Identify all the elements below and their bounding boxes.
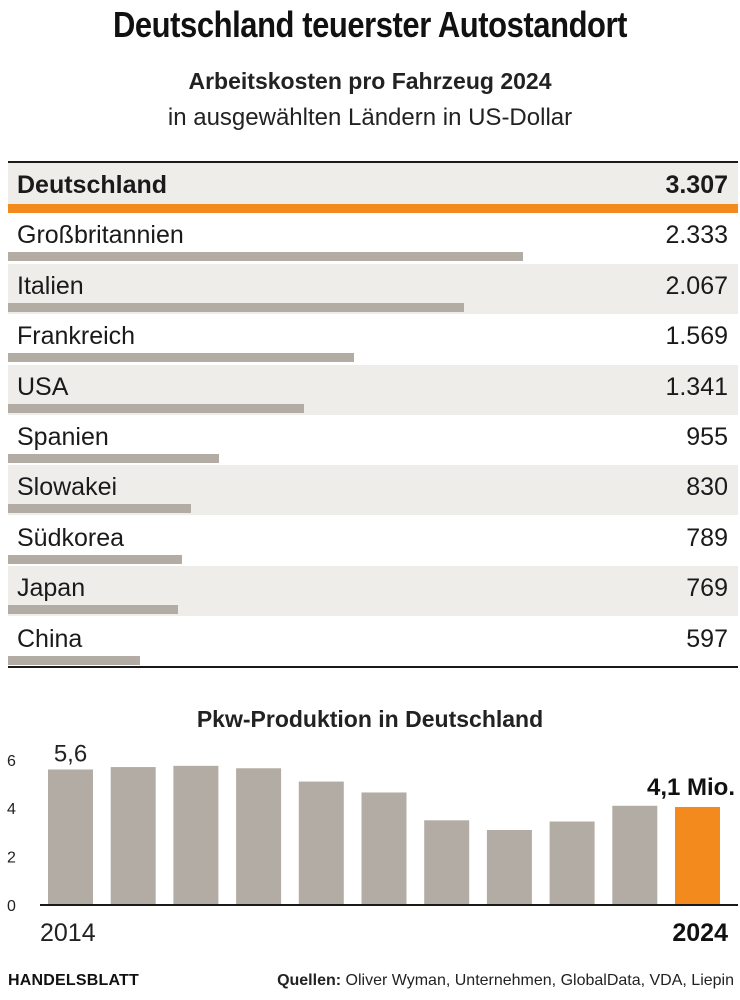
category-label: Spanien (17, 423, 109, 451)
bar (486, 829, 532, 905)
bar-row: Deutschland 3.307 (8, 163, 738, 213)
production-chart-title: Pkw-Produktion in Deutschland (196, 706, 544, 732)
bar (298, 781, 344, 905)
bar (48, 769, 93, 905)
bar (8, 454, 219, 463)
y-tick-label: 2 (7, 850, 16, 867)
category-label: Deutschland (17, 171, 168, 199)
category-label: Italien (17, 271, 84, 300)
category-label: USA (17, 372, 69, 401)
publisher-logo-text: HANDELSBLATT (8, 972, 139, 989)
bar (675, 806, 720, 905)
category-label: Großbritannien (17, 221, 184, 250)
bar-row: Japan 769 (8, 566, 738, 617)
first-value-label: 5,6 (54, 740, 87, 767)
bar-row: Spanien 955 (8, 415, 738, 465)
bar (8, 554, 182, 564)
x-tick-label-first: 2014 (40, 919, 96, 947)
bar (236, 768, 282, 905)
bar (8, 204, 738, 213)
table-bottom-rule (8, 666, 738, 668)
y-tick-label: 0 (7, 898, 16, 915)
source-label: Quellen: (277, 972, 342, 989)
value-label: 1.341 (665, 372, 728, 401)
source-text: Oliver Wyman, Unternehmen, GlobalData, V… (345, 972, 734, 989)
bar (549, 821, 595, 905)
y-tick-label: 4 (7, 801, 16, 818)
value-label: 2.067 (665, 271, 728, 300)
value-label: 597 (686, 624, 728, 653)
category-label: Slowakei (17, 473, 118, 502)
x-tick-label-last: 2024 (672, 919, 728, 947)
last-value-label: 4,1 Mio. (647, 774, 735, 801)
bar-row: USA 1.341 (8, 364, 738, 415)
bar (8, 403, 304, 413)
bar (110, 767, 156, 905)
category-label: China (17, 624, 83, 653)
category-label: Südkorea (17, 523, 125, 552)
value-label: 3.307 (665, 171, 728, 199)
category-label: Japan (17, 574, 86, 603)
production-bar-chart: 0 2 4 6 5,6 4,1 Mio. 2014 2024 (7, 740, 738, 947)
value-label: 2.333 (665, 221, 728, 250)
bar (8, 655, 140, 665)
chart-subtitle: Arbeitskosten pro Fahrzeug 2024 (188, 68, 552, 94)
value-label: 1.569 (665, 322, 728, 351)
value-label: 789 (686, 523, 728, 552)
table-top-rule (8, 161, 738, 163)
value-label: 830 (686, 473, 728, 502)
y-tick-label: 6 (7, 753, 16, 770)
bar (424, 820, 470, 905)
bar (612, 805, 658, 905)
bar-row: Frankreich 1.569 (8, 314, 738, 364)
bar (8, 302, 464, 312)
bar (8, 504, 191, 514)
value-label: 769 (686, 574, 728, 603)
bar (8, 605, 178, 615)
value-label: 955 (686, 423, 728, 451)
bar-row: Slowakei 830 (8, 465, 738, 516)
bar (8, 353, 354, 363)
bar (361, 792, 407, 905)
chart-title: Deutschland teuerster Autostandort (112, 4, 628, 45)
bar-row: Italien 2.067 (8, 263, 738, 314)
bar-row: Großbritannien 2.333 (8, 213, 738, 263)
chart-subtitle-unit: in ausgewählten Ländern in US-Dollar (167, 104, 573, 131)
bar-row: Südkorea 789 (8, 516, 738, 566)
bar (8, 252, 523, 262)
source-note: Quellen: Oliver Wyman, Unternehmen, Glob… (277, 972, 734, 990)
bar (173, 765, 219, 905)
category-label: Frankreich (17, 322, 136, 351)
bar-row: China 597 (8, 617, 738, 667)
